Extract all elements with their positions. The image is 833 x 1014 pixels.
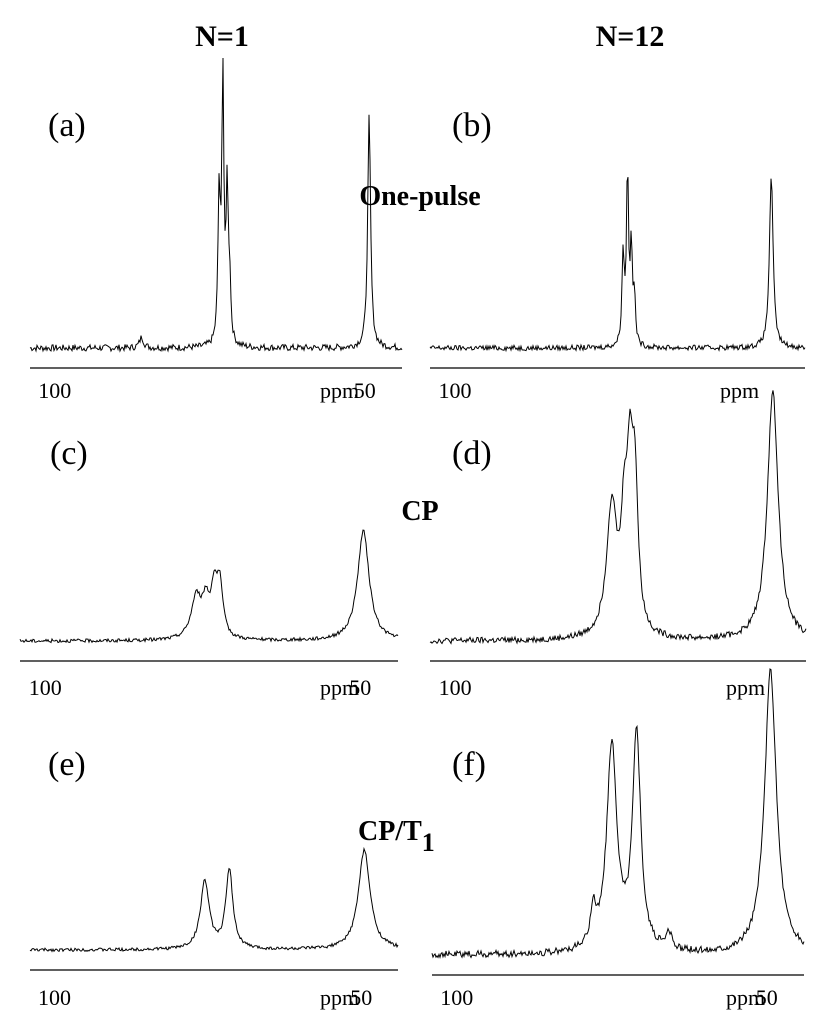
x-tick-label: 50 xyxy=(350,985,372,1010)
x-tick-label: 100 xyxy=(439,675,472,700)
x-axis-unit-label: ppm xyxy=(726,675,765,700)
x-axis-unit-label: ppm xyxy=(720,378,759,403)
row-label-cp: CP xyxy=(401,496,438,527)
spectrum-line xyxy=(29,57,403,353)
panel-label: (f) xyxy=(452,746,486,783)
spectrum-line xyxy=(429,176,806,353)
spectrum-line xyxy=(19,529,399,644)
row-label-one-pulse: One-pulse xyxy=(359,181,480,212)
x-axis-unit-label: ppm xyxy=(320,378,359,403)
panel-label: (e) xyxy=(48,746,86,783)
x-tick-label: 100 xyxy=(29,675,62,700)
x-tick-label: 50 xyxy=(354,378,376,403)
spectrum-panel: (d) 100 ppm xyxy=(429,390,807,700)
row-label-cp-t1: CP/T1 xyxy=(358,816,435,857)
spectrum-line xyxy=(431,668,805,960)
x-tick-label: 100 xyxy=(38,985,71,1010)
spectrum-line xyxy=(429,390,807,645)
column-header-n1: N=1 xyxy=(195,20,249,53)
panel-label: (c) xyxy=(50,435,88,472)
column-header-n12: N=12 xyxy=(596,20,665,53)
x-tick-label: 100 xyxy=(38,378,71,403)
spectrum-line xyxy=(29,846,399,953)
row-label-cp-t1-subscript: 1 xyxy=(422,828,435,857)
x-axis-unit-label: ppm xyxy=(726,985,765,1010)
panel-label: (b) xyxy=(452,107,492,144)
x-tick-label: 50 xyxy=(349,675,371,700)
panel-label: (d) xyxy=(452,435,492,472)
panel-label: (a) xyxy=(48,107,86,144)
x-axis-unit-label: ppm xyxy=(320,675,359,700)
x-tick-label: 50 xyxy=(756,985,778,1010)
x-axis-unit-label: ppm xyxy=(320,985,359,1010)
row-label-cp-t1-main: CP/T xyxy=(358,816,422,847)
x-tick-label: 100 xyxy=(440,985,473,1010)
x-tick-label: 100 xyxy=(439,378,472,403)
spectrum-panel: (b) 100 ppm xyxy=(429,107,806,403)
